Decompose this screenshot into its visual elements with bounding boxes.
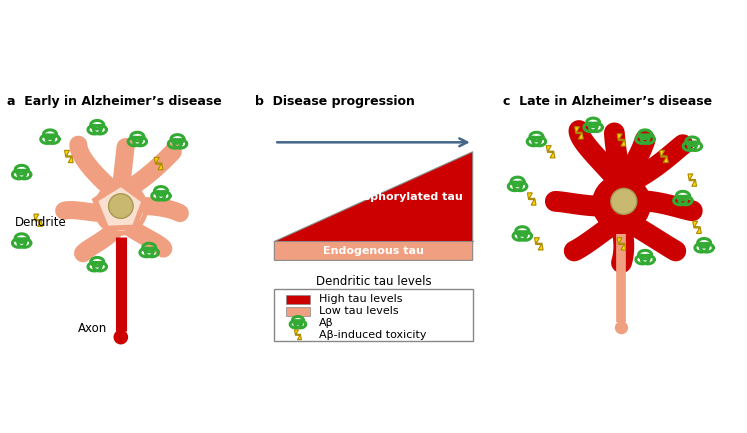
Polygon shape [688,174,697,186]
Polygon shape [546,145,555,158]
Text: Axon: Axon [78,323,108,336]
Polygon shape [692,221,701,233]
Polygon shape [535,238,543,250]
Text: High tau levels: High tau levels [319,294,403,304]
Circle shape [611,188,636,214]
Text: Low tau levels: Low tau levels [319,306,399,316]
Circle shape [108,194,133,218]
Text: b  Disease progression: b Disease progression [255,95,415,108]
Text: Aβ-induced toxicity: Aβ-induced toxicity [319,330,427,340]
Text: Endogenous tau: Endogenous tau [323,246,424,256]
Bar [274,289,473,341]
Circle shape [93,181,148,236]
Polygon shape [574,127,583,139]
Text: Phosphorylated tau: Phosphorylated tau [341,192,463,202]
Text: Dendrite: Dendrite [14,216,66,229]
Polygon shape [527,193,536,205]
Text: Aβ: Aβ [319,318,334,328]
Text: a  Early in Alzheimer’s disease: a Early in Alzheimer’s disease [7,95,222,108]
Polygon shape [274,242,473,260]
Circle shape [114,330,128,344]
Polygon shape [660,150,669,163]
Polygon shape [155,158,163,170]
Polygon shape [617,238,626,250]
Polygon shape [34,214,43,226]
Text: Dendritic tau levels: Dendritic tau levels [316,275,431,288]
Circle shape [616,322,627,333]
Polygon shape [294,330,301,340]
Text: c  Late in Alzheimer’s disease: c Late in Alzheimer’s disease [503,95,713,108]
Polygon shape [274,152,473,242]
Bar [286,307,310,316]
Polygon shape [64,150,73,163]
Polygon shape [92,180,148,231]
Bar [286,295,310,304]
Polygon shape [617,134,626,146]
Circle shape [99,186,143,231]
Circle shape [592,174,651,233]
Polygon shape [99,187,141,226]
